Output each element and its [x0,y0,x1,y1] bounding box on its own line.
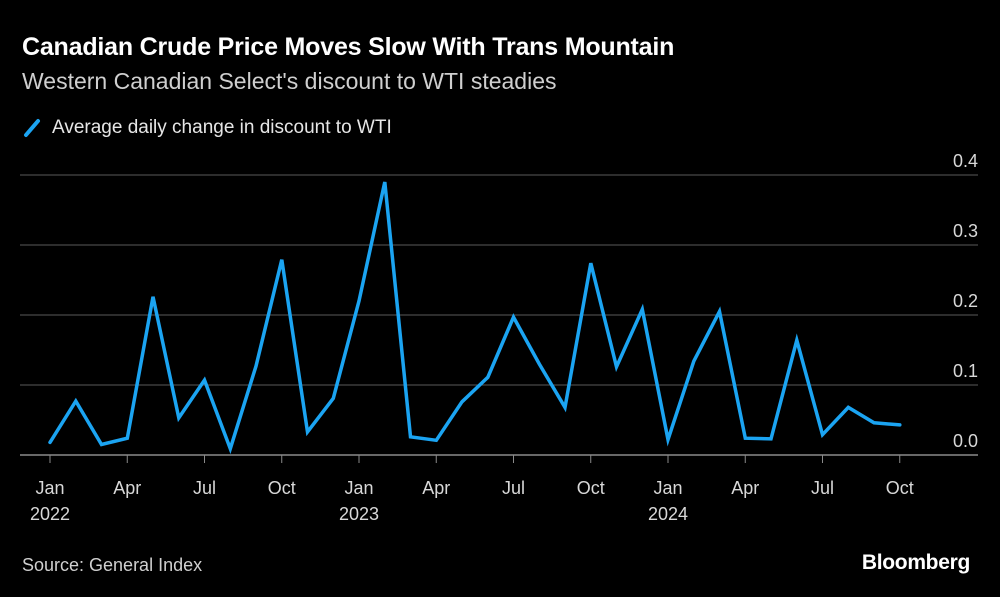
series-group [48,181,902,455]
chart-legend: Average daily change in discount to WTI [22,117,392,139]
y-tick-label: 0.1 [953,361,978,381]
legend-label: Average daily change in discount to WTI [52,117,392,138]
x-tick-year-label: 2023 [339,504,379,524]
grid-lines [20,174,978,456]
x-tick-year-label: 2024 [648,504,688,524]
x-tick-label: Jul [193,478,216,498]
x-tick-label: Oct [577,478,605,498]
x-tick-label: Jan [344,478,373,498]
x-tick-label: Oct [268,478,296,498]
x-tick-year-label: 2022 [30,504,70,524]
chart-title: Canadian Crude Price Moves Slow With Tra… [22,33,675,61]
y-tick-label: 0.0 [953,431,978,451]
y-tick-label: 0.2 [953,291,978,311]
x-tick-label: Apr [113,478,141,498]
y-axis-labels: 0.4 0.3 0.2 0.1 0.0 [953,151,978,451]
x-tick-label: Jul [502,478,525,498]
y-tick-label: 0.3 [953,221,978,241]
x-axis: Jan 2022 Apr Jul Oct Jan 2023 Apr Jul Oct Jan 2024 A… [30,455,914,524]
x-tick-label: Jan [35,478,64,498]
x-tick-label: Oct [886,478,914,498]
x-tick-label: Jul [811,478,834,498]
x-tick-label: Apr [422,478,450,498]
bloomberg-logo: Bloomberg [861,551,970,574]
series-line [48,181,902,455]
x-tick-label: Apr [731,478,759,498]
chart-subtitle: Western Canadian Select's discount to WT… [22,68,557,94]
source-note: Source: General Index [22,555,203,575]
legend-swatch-icon [24,119,40,137]
y-tick-label: 0.4 [953,151,978,171]
x-tick-label: Jan [653,478,682,498]
